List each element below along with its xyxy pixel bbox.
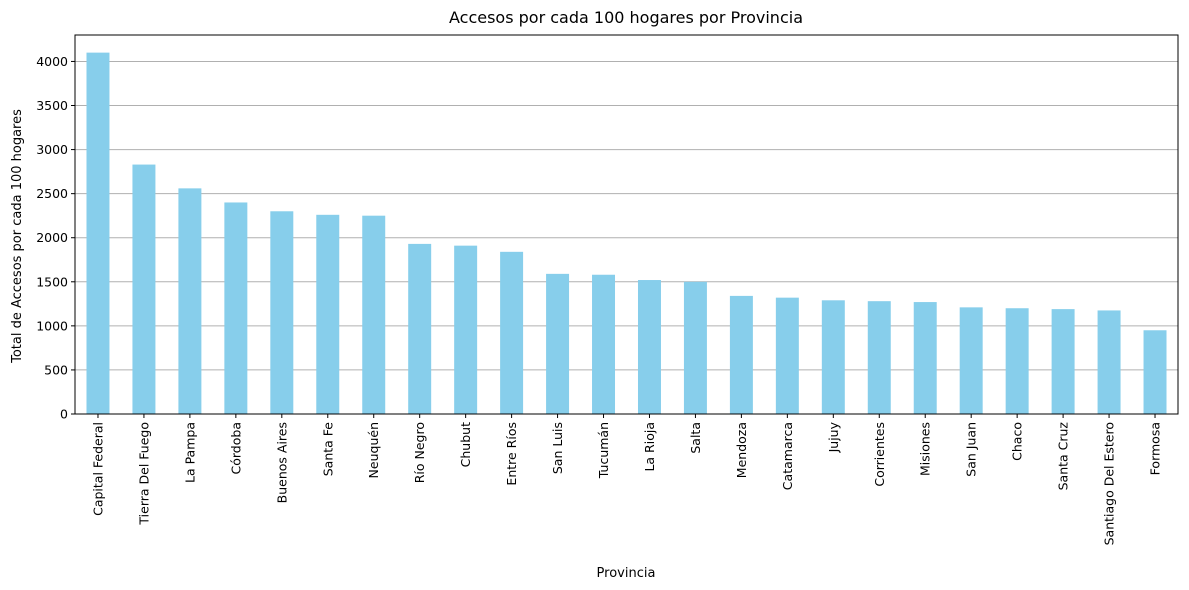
x-tick-label: La Pampa <box>182 422 197 483</box>
plot-frame <box>74 34 1179 415</box>
x-tick-label: Chubut <box>458 422 473 467</box>
x-tick-label: Mendoza <box>734 422 749 478</box>
x-tick-label: Río Negro <box>412 422 427 483</box>
bars <box>86 52 1167 415</box>
y-tick-label: 500 <box>44 362 68 377</box>
bar <box>913 302 937 414</box>
x-tick-label: Buenos Aires <box>274 422 289 503</box>
chart-title: Accesos por cada 100 hogares por Provinc… <box>449 8 803 27</box>
x-tick-label: Santa Fe <box>320 422 335 477</box>
bar <box>408 243 432 414</box>
bar <box>132 164 156 414</box>
bar <box>592 274 616 414</box>
x-tick-label: Corrientes <box>872 422 887 487</box>
y-tick-label: 2500 <box>36 186 68 201</box>
y-tick-label: 1500 <box>36 274 68 289</box>
x-tick-label: San Luis <box>550 422 565 474</box>
bar <box>775 297 799 414</box>
x-tick-label: Capital Federal <box>90 422 105 516</box>
x-tick-label: Salta <box>688 422 703 454</box>
bar <box>729 295 753 414</box>
bar <box>1051 309 1075 414</box>
x-axis-ticks: Capital Federal Tierra Del Fuego La Pampa C… <box>90 414 1163 545</box>
y-tick-label: 4000 <box>36 54 68 69</box>
x-axis-label: Provincia <box>597 566 656 581</box>
bar <box>821 300 845 414</box>
y-tick-label: 3000 <box>36 142 68 157</box>
bar <box>683 281 707 414</box>
x-tick-label: Santiago Del Estero <box>1102 422 1117 545</box>
gridlines <box>75 60 1178 371</box>
bar <box>1143 330 1167 414</box>
axes <box>74 34 1179 415</box>
x-tick-label: Misiones <box>918 422 933 476</box>
bar <box>270 211 294 414</box>
y-tick-label: 1000 <box>36 318 68 333</box>
bar <box>637 280 661 414</box>
x-tick-label: Neuquén <box>366 422 381 478</box>
bar <box>362 215 386 414</box>
bar <box>86 52 110 415</box>
y-tick-label: 3500 <box>36 98 68 113</box>
bar <box>867 301 891 414</box>
x-tick-label: San Juan <box>964 422 979 477</box>
bar <box>1097 310 1121 414</box>
y-tick-label: 0 <box>60 407 68 422</box>
x-tick-label: Córdoba <box>228 422 243 474</box>
x-tick-label: Tucumán <box>596 422 611 479</box>
bar <box>454 245 478 414</box>
x-tick-label: Santa Cruz <box>1056 422 1071 491</box>
x-tick-label: Entre Ríos <box>504 422 519 486</box>
bar <box>500 251 524 414</box>
y-axis-label: Total de Accesos por cada 100 hogares <box>10 109 25 364</box>
bar <box>178 188 202 414</box>
bar <box>1005 308 1029 414</box>
x-tick-label: Tierra Del Fuego <box>136 422 151 526</box>
x-tick-label: Catamarca <box>780 422 795 490</box>
bar <box>546 273 570 414</box>
y-tick-label: 2000 <box>36 230 68 245</box>
x-tick-label: Formosa <box>1148 422 1163 475</box>
x-tick-label: La Rioja <box>642 422 657 472</box>
bar <box>224 202 248 414</box>
x-tick-label: Jujuy <box>826 421 841 453</box>
bar <box>959 307 983 414</box>
x-tick-label: Chaco <box>1010 422 1025 461</box>
bar <box>316 214 340 414</box>
y-axis-ticks: 0 500 1000 1500 2000 2500 3000 3500 4000 <box>36 54 75 422</box>
